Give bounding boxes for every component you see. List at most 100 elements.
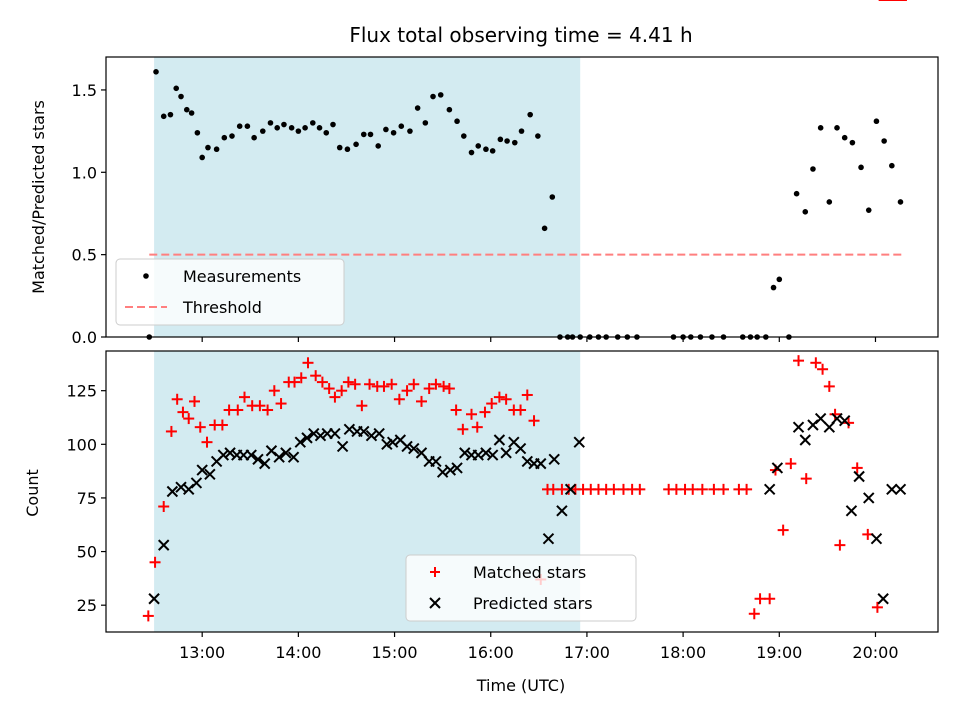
predicted-star-points xyxy=(148,412,907,605)
measurement-point xyxy=(407,128,413,134)
matched-star-point xyxy=(378,380,390,392)
measurement-point xyxy=(353,141,359,148)
measurement-point xyxy=(236,123,243,129)
matched-star-point xyxy=(165,425,177,437)
measurement-point xyxy=(834,125,840,131)
matched-star-point xyxy=(408,378,420,390)
measurement-point xyxy=(267,120,274,126)
x-tick-label: 16:00 xyxy=(468,643,514,662)
x-axis-label: Time (UTC) xyxy=(476,676,565,695)
measurement-point xyxy=(375,143,382,149)
predicted-star-point xyxy=(886,483,898,496)
predicted-star-point xyxy=(771,462,784,474)
matched-star-point xyxy=(810,357,822,369)
predicted-star-point xyxy=(148,593,160,605)
measurement-point xyxy=(841,134,848,141)
measurement-point xyxy=(446,106,453,113)
y-tick-label: 100 xyxy=(66,435,97,454)
measurement-point xyxy=(188,110,195,116)
predicted-star-point xyxy=(814,412,827,425)
bottom-panel: 25 50 75 100 125 13:00 14:00 15:00 16:00 17:00 18… xyxy=(23,0,939,695)
measurement-point xyxy=(549,194,556,200)
measurement-point xyxy=(167,111,174,118)
measurement-point xyxy=(511,139,518,146)
bottom-legend: Matched stars Predicted stars xyxy=(405,554,637,622)
measurement-point xyxy=(873,118,880,125)
matched-star-point xyxy=(401,385,413,397)
measurement-point xyxy=(881,138,887,144)
bottom-x-ticks: 13:00 14:00 15:00 16:00 17:00 18:00 19:00 20:00 xyxy=(179,632,899,662)
matched-star-point xyxy=(800,473,812,485)
matched-star-point xyxy=(471,421,483,433)
y-tick-label: 50 xyxy=(77,543,97,562)
matched-star-point xyxy=(364,378,376,390)
matched-star-point xyxy=(177,406,189,418)
predicted-star-point xyxy=(408,442,420,455)
measurement-point xyxy=(323,129,330,136)
predicted-star-point xyxy=(358,425,370,438)
matched-star-point xyxy=(871,601,883,613)
measurement-point xyxy=(183,106,190,113)
matched-star-point xyxy=(171,393,183,405)
legend-measurements-marker xyxy=(143,273,149,279)
matched-star-point xyxy=(785,458,797,470)
x-tick-label: 13:00 xyxy=(179,643,225,662)
measurement-point xyxy=(173,85,180,92)
x-tick-label: 19:00 xyxy=(756,643,802,662)
measurement-point xyxy=(336,144,343,151)
legend-predicted-marker xyxy=(429,597,441,609)
matched-star-point xyxy=(851,462,863,474)
matched-star-point xyxy=(216,419,228,431)
predicted-star-point xyxy=(514,442,527,455)
predicted-star-point xyxy=(799,434,811,446)
matched-star-point xyxy=(142,610,154,622)
matched-star-point xyxy=(528,415,540,427)
matched-star-point xyxy=(687,483,699,495)
measurement-point xyxy=(178,93,184,100)
matched-star-point xyxy=(521,389,533,401)
predicted-star-point xyxy=(158,539,170,551)
measurement-point xyxy=(889,162,895,169)
matched-star-point xyxy=(149,556,161,568)
predicted-star-point xyxy=(273,451,285,463)
predicted-star-point xyxy=(845,505,858,517)
matched-star-point xyxy=(430,378,442,390)
measurement-point xyxy=(316,125,323,131)
measurement-point xyxy=(483,146,489,153)
matched-star-point xyxy=(415,395,427,407)
predicted-star-point xyxy=(224,447,236,459)
matched-star-points xyxy=(142,0,907,622)
predicted-star-point xyxy=(252,453,264,466)
predicted-star-point xyxy=(792,421,805,433)
measurement-point xyxy=(251,134,257,141)
measurement-point xyxy=(802,209,809,215)
measurement-point xyxy=(302,125,308,131)
measurement-point xyxy=(504,138,510,144)
matched-star-point xyxy=(479,406,491,418)
matched-star-point xyxy=(457,423,469,435)
measurement-point xyxy=(414,105,421,111)
top-axes-frame xyxy=(105,56,939,338)
matched-star-point xyxy=(515,404,527,416)
matched-star-point xyxy=(696,483,708,495)
predicted-star-point xyxy=(556,505,568,517)
measurement-point xyxy=(229,133,235,139)
matched-star-point xyxy=(741,483,753,495)
matched-star-point xyxy=(232,404,244,416)
matched-star-point xyxy=(748,608,760,620)
x-tick-label: 15:00 xyxy=(372,643,418,662)
matched-star-point xyxy=(634,483,646,495)
matched-star-point xyxy=(356,400,368,412)
matched-star-point xyxy=(310,370,322,382)
x-tick-label: 14:00 xyxy=(275,643,321,662)
x-tick-label: 17:00 xyxy=(564,643,610,662)
predicted-star-point xyxy=(521,455,533,468)
measurement-point xyxy=(295,128,302,134)
predicted-star-point xyxy=(548,453,560,466)
measurement-point xyxy=(770,284,777,291)
predicted-star-point xyxy=(245,449,257,461)
bottom-y-ticks: 25 50 75 100 125 xyxy=(66,382,106,615)
y-tick-label: 1.5 xyxy=(72,81,97,100)
predicted-star-point xyxy=(204,468,216,481)
